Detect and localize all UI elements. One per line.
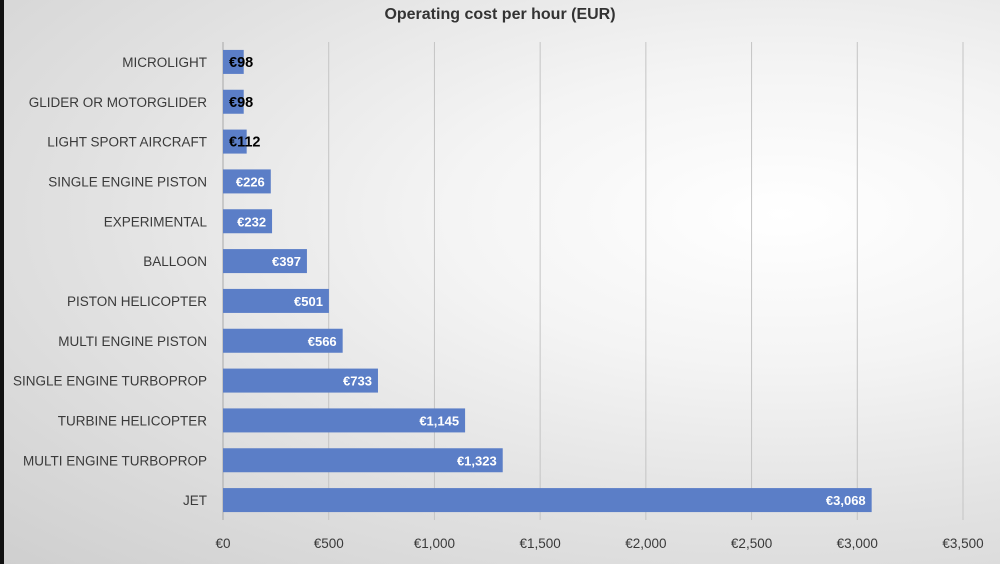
bar: [223, 209, 273, 234]
category-label: TURBINE HELICOPTER: [58, 413, 208, 428]
category-label: MULTI ENGINE TURBOPROP: [23, 453, 207, 468]
data-labels: €98 €98 €112 €226 €232 €397 €501 €566 €733 €1,145…: [229, 55, 866, 508]
bar: [223, 89, 244, 114]
bar: [223, 448, 503, 473]
data-label: €1,323: [457, 453, 497, 468]
bar: [223, 49, 244, 74]
gridlines: [222, 42, 964, 520]
category-label: GLIDER OR MOTORGLIDER: [29, 95, 208, 110]
bar: [223, 488, 872, 513]
x-tick-label: €2,500: [731, 536, 772, 551]
category-label: PISTON HELICOPTER: [67, 294, 207, 309]
category-label: SINGLE ENGINE PISTON: [48, 174, 207, 189]
x-tick-label: €3,500: [942, 536, 983, 551]
bar: [223, 288, 329, 313]
data-label: €501: [294, 294, 323, 309]
category-label: SINGLE ENGINE TURBOPROP: [13, 374, 207, 389]
x-tick-label: €500: [314, 536, 344, 551]
data-label: €566: [308, 334, 337, 349]
data-label: €232: [237, 214, 266, 229]
data-label: €112: [229, 135, 260, 151]
bar: [223, 129, 247, 154]
data-label: €226: [236, 174, 265, 189]
x-tick-labels: €0 €500 €1,000 €1,500 €2,000 €2,500 €3,000 €3,5…: [215, 536, 983, 551]
data-label: €1,145: [419, 413, 459, 428]
data-label: €397: [272, 254, 301, 269]
data-label: €98: [229, 55, 253, 71]
bar: [223, 368, 378, 393]
category-label: BALLOON: [143, 254, 207, 269]
category-label: EXPERIMENTAL: [104, 214, 208, 229]
category-label: MULTI ENGINE PISTON: [58, 334, 207, 349]
category-labels: MICROLIGHT GLIDER OR MOTORGLIDER LIGHT SPO…: [13, 55, 208, 508]
bar: [223, 169, 271, 194]
x-tick-label: €1,000: [414, 536, 455, 551]
chart-title: Operating cost per hour (EUR): [384, 6, 616, 23]
category-label: JET: [183, 493, 207, 508]
x-tick-label: €2,000: [625, 536, 666, 551]
bar: [223, 408, 466, 433]
bar: [223, 249, 307, 274]
category-label: LIGHT SPORT AIRCRAFT: [47, 135, 207, 150]
bars: [223, 49, 872, 513]
category-label: MICROLIGHT: [122, 55, 207, 70]
data-label: €733: [343, 374, 372, 389]
bar: [223, 328, 343, 353]
x-tick-label: €1,500: [519, 536, 560, 551]
x-tick-label: €0: [215, 536, 230, 551]
data-label: €98: [229, 95, 253, 111]
x-tick-label: €3,000: [837, 536, 878, 551]
data-label: €3,068: [826, 493, 866, 508]
